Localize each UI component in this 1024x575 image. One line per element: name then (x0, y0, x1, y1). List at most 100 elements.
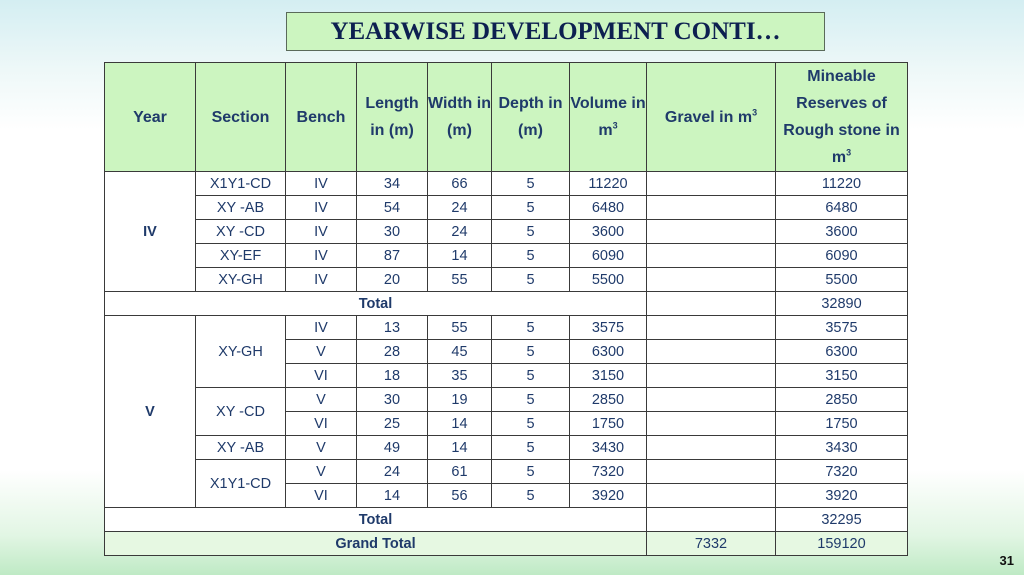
length-cell: 14 (356, 483, 428, 508)
gravel-cell (646, 363, 776, 388)
bench-cell: IV (285, 195, 357, 220)
mineable-cell: 3150 (775, 363, 908, 388)
volume-cell: 3600 (569, 219, 647, 244)
mineable-cell: 3920 (775, 483, 908, 508)
grand-total-row: Grand Total 7332 159120 (104, 531, 908, 556)
year-cell: V (104, 315, 196, 508)
depth-cell: 5 (491, 459, 570, 484)
depth-cell: 5 (491, 363, 570, 388)
width-cell: 24 (427, 195, 492, 220)
table-row: XY -AB IV 54 24 5 6480 6480 (105, 195, 908, 220)
total-row: Total 32295 (104, 507, 908, 532)
width-cell: 35 (427, 363, 492, 388)
length-cell: 34 (356, 171, 428, 196)
mineable-cell: 11220 (775, 171, 908, 196)
bench-cell: VI (285, 411, 357, 436)
depth-cell: 5 (491, 315, 570, 340)
volume-cell: 6090 (569, 243, 647, 268)
grand-total-gravel-cell: 7332 (646, 531, 776, 556)
bench-cell: IV (285, 243, 357, 268)
length-cell: 30 (356, 219, 428, 244)
volume-cell: 6480 (569, 195, 647, 220)
total-label: Total (104, 507, 647, 532)
volume-cell: 6300 (569, 339, 647, 364)
header-depth: Depth in (m) (491, 62, 570, 172)
volume-cell: 3575 (569, 315, 647, 340)
width-cell: 56 (427, 483, 492, 508)
gravel-cell (646, 483, 776, 508)
total-mineable-cell: 32890 (775, 291, 908, 316)
bench-cell: IV (285, 267, 357, 292)
total-gravel-cell (646, 507, 776, 532)
header-row: Year Section Bench Length in (m) Width i… (104, 62, 908, 172)
length-cell: 28 (356, 339, 428, 364)
depth-cell: 5 (491, 411, 570, 436)
section-cell: XY-GH (195, 267, 286, 292)
length-cell: 54 (356, 195, 428, 220)
gravel-cell (646, 243, 776, 268)
width-cell: 14 (427, 435, 492, 460)
bench-cell: IV (285, 315, 357, 340)
gravel-cell (646, 267, 776, 292)
width-cell: 55 (427, 315, 492, 340)
slide-title: YEARWISE DEVELOPMENT CONTI… (286, 12, 825, 51)
volume-cell: 3430 (569, 435, 647, 460)
length-cell: 87 (356, 243, 428, 268)
header-volume-label: Volume in m (570, 95, 646, 139)
width-cell: 45 (427, 339, 492, 364)
table-row: XY -CD V 30 19 5 2850 2850 (105, 387, 908, 436)
bench-cell: V (285, 339, 357, 364)
gravel-cell (646, 387, 776, 412)
volume-cell: 5500 (569, 267, 647, 292)
volume-cell: 2850 (569, 387, 647, 412)
length-cell: 49 (356, 435, 428, 460)
depth-cell: 5 (491, 171, 570, 196)
mineable-cell: 3600 (775, 219, 908, 244)
depth-cell: 5 (491, 339, 570, 364)
table-row: V 28 45 5 6300 6300 (105, 339, 908, 364)
header-width: Width in (m) (427, 62, 492, 172)
section-cell: XY -CD (195, 387, 286, 436)
table-row: IV X1Y1-CD IV 34 66 5 11220 11220 (104, 171, 908, 292)
total-gravel-cell (646, 291, 776, 316)
section-cell: X1Y1-CD (195, 459, 286, 508)
depth-cell: 5 (491, 195, 570, 220)
length-cell: 30 (356, 387, 428, 412)
volume-cell: 3150 (569, 363, 647, 388)
mineable-cell: 2850 (775, 387, 908, 412)
header-year: Year (104, 62, 196, 172)
gravel-cell (646, 195, 776, 220)
total-mineable-cell: 32295 (775, 507, 908, 532)
header-gravel: Gravel in m3 (646, 62, 776, 172)
table-row: VI 14 56 5 3920 3920 (105, 483, 908, 508)
page-number: 31 (999, 553, 1014, 568)
header-mineable-sup: 3 (846, 147, 852, 158)
header-length: Length in (m) (356, 62, 428, 172)
header-gravel-sup: 3 (752, 107, 758, 118)
section-cell: X1Y1-CD (195, 171, 286, 196)
section-cell: XY-GH (195, 315, 286, 388)
bench-cell: VI (285, 363, 357, 388)
table-row: XY -CD IV 30 24 5 3600 3600 (105, 219, 908, 244)
depth-cell: 5 (491, 243, 570, 268)
gravel-cell (646, 171, 776, 196)
bench-cell: V (285, 459, 357, 484)
volume-cell: 7320 (569, 459, 647, 484)
table-row: X1Y1-CD V 24 61 5 7320 7320 (105, 459, 908, 508)
mineable-cell: 3430 (775, 435, 908, 460)
gravel-cell (646, 435, 776, 460)
length-cell: 24 (356, 459, 428, 484)
width-cell: 14 (427, 243, 492, 268)
mineable-cell: 5500 (775, 267, 908, 292)
bench-cell: IV (285, 171, 357, 196)
table-row: VI 18 35 5 3150 3150 (105, 363, 908, 388)
header-section: Section (195, 62, 286, 172)
width-cell: 24 (427, 219, 492, 244)
width-cell: 14 (427, 411, 492, 436)
mineable-cell: 6300 (775, 339, 908, 364)
table-row: VI 25 14 5 1750 1750 (105, 411, 908, 436)
volume-cell: 3920 (569, 483, 647, 508)
mineable-cell: 3575 (775, 315, 908, 340)
header-gravel-label: Gravel in m (664, 108, 753, 126)
section-cell: XY -CD (195, 219, 286, 244)
